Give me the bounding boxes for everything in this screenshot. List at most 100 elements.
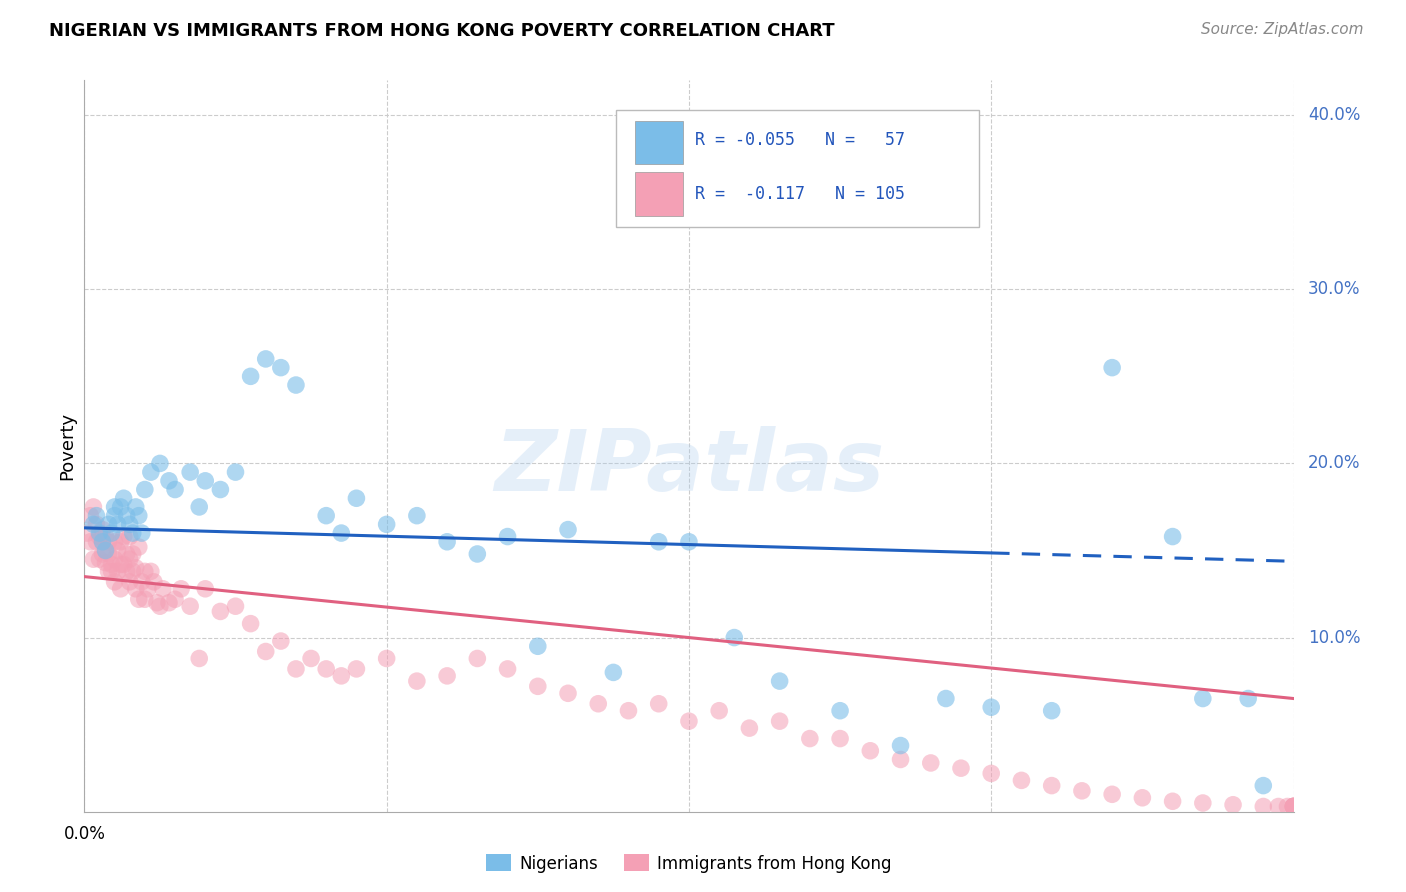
Point bbox=[284, 378, 308, 392]
Point bbox=[738, 721, 761, 735]
Point bbox=[346, 662, 368, 676]
Point bbox=[225, 465, 247, 479]
Point bbox=[769, 674, 792, 689]
Text: 20.0%: 20.0% bbox=[1308, 454, 1361, 473]
Point bbox=[1251, 799, 1274, 814]
Point bbox=[617, 704, 640, 718]
Point bbox=[467, 651, 489, 665]
Text: 30.0%: 30.0% bbox=[1308, 280, 1361, 298]
Point bbox=[110, 534, 132, 549]
Point bbox=[97, 547, 120, 561]
Point bbox=[118, 552, 141, 566]
Point bbox=[118, 530, 141, 544]
Point bbox=[157, 596, 180, 610]
Point bbox=[1267, 799, 1289, 814]
Point bbox=[1191, 691, 1213, 706]
Point bbox=[128, 592, 150, 607]
Point bbox=[467, 547, 489, 561]
Point bbox=[91, 534, 114, 549]
Point bbox=[100, 565, 122, 579]
Text: ZIPatlas: ZIPatlas bbox=[494, 426, 884, 509]
Point bbox=[115, 508, 138, 523]
Point bbox=[136, 582, 159, 596]
Point bbox=[152, 582, 174, 596]
Point bbox=[112, 491, 135, 506]
Point bbox=[79, 534, 101, 549]
Point bbox=[406, 674, 429, 689]
Point bbox=[107, 543, 129, 558]
Point bbox=[225, 599, 247, 614]
Point bbox=[110, 558, 132, 572]
Point bbox=[1237, 691, 1260, 706]
Y-axis label: Poverty: Poverty bbox=[58, 412, 76, 480]
Point bbox=[104, 552, 127, 566]
Point bbox=[709, 704, 731, 718]
Point bbox=[330, 526, 353, 541]
Point bbox=[146, 596, 169, 610]
Point bbox=[209, 604, 232, 618]
Point bbox=[980, 700, 1002, 714]
Point bbox=[134, 592, 156, 607]
Point bbox=[284, 662, 308, 676]
Point bbox=[769, 714, 792, 728]
Point bbox=[139, 465, 162, 479]
Point bbox=[149, 457, 172, 471]
Point bbox=[723, 631, 745, 645]
Point bbox=[128, 540, 150, 554]
Point bbox=[1282, 799, 1305, 814]
Point bbox=[1251, 779, 1274, 793]
Point bbox=[121, 526, 143, 541]
Point bbox=[950, 761, 973, 775]
Point bbox=[1282, 799, 1305, 814]
Point bbox=[142, 574, 165, 589]
Point bbox=[194, 474, 217, 488]
Point bbox=[104, 508, 127, 523]
Point bbox=[79, 508, 101, 523]
Point bbox=[194, 582, 217, 596]
Text: 10.0%: 10.0% bbox=[1308, 629, 1361, 647]
Point bbox=[859, 744, 882, 758]
Point bbox=[239, 616, 262, 631]
Point bbox=[170, 582, 193, 596]
Point bbox=[270, 360, 292, 375]
Point bbox=[526, 640, 548, 654]
Point bbox=[134, 483, 156, 497]
Point bbox=[82, 500, 104, 514]
FancyBboxPatch shape bbox=[634, 171, 683, 216]
Point bbox=[1101, 787, 1123, 801]
Point bbox=[254, 644, 277, 658]
Point bbox=[104, 574, 127, 589]
Point bbox=[557, 686, 579, 700]
Point bbox=[125, 582, 148, 596]
Point bbox=[100, 526, 122, 541]
FancyBboxPatch shape bbox=[616, 110, 979, 227]
Point bbox=[82, 517, 104, 532]
Point bbox=[188, 500, 211, 514]
Point bbox=[239, 369, 262, 384]
Point bbox=[163, 592, 186, 607]
Point bbox=[163, 483, 186, 497]
Point bbox=[76, 526, 98, 541]
Legend: Nigerians, Immigrants from Hong Kong: Nigerians, Immigrants from Hong Kong bbox=[479, 847, 898, 880]
Point bbox=[128, 508, 150, 523]
Point bbox=[94, 543, 117, 558]
Point bbox=[436, 669, 458, 683]
Point bbox=[97, 565, 120, 579]
Text: R =  -0.117   N = 105: R = -0.117 N = 105 bbox=[695, 185, 905, 202]
Point bbox=[89, 552, 111, 566]
Point bbox=[179, 599, 201, 614]
Point bbox=[115, 565, 138, 579]
Point bbox=[799, 731, 821, 746]
Point bbox=[94, 556, 117, 570]
Point bbox=[588, 697, 610, 711]
Point bbox=[526, 679, 548, 693]
Point bbox=[1161, 530, 1184, 544]
Point bbox=[496, 530, 519, 544]
Point bbox=[1282, 799, 1305, 814]
Point bbox=[346, 491, 368, 506]
Point bbox=[107, 565, 129, 579]
Point bbox=[602, 665, 624, 680]
Point bbox=[330, 669, 353, 683]
Point bbox=[1282, 799, 1305, 814]
Point bbox=[121, 565, 143, 579]
